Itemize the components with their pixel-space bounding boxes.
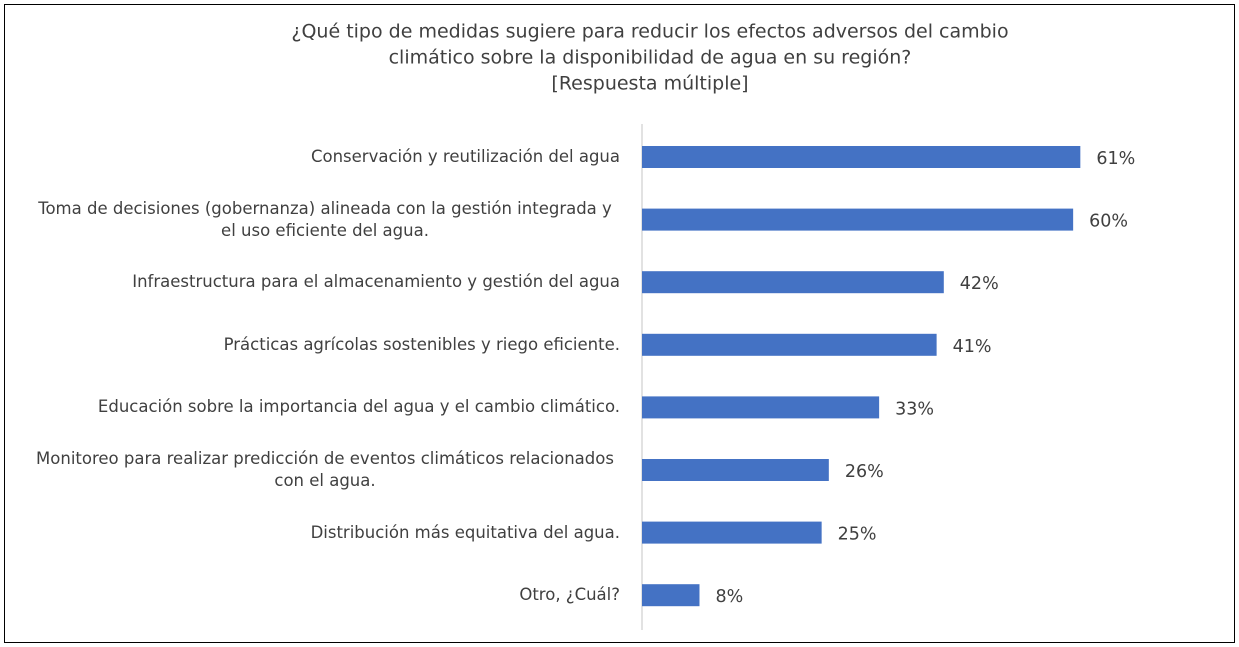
chart-title: climático sobre la disponibilidad de agu… (389, 47, 912, 69)
category-label: Educación sobre la importancia del agua … (97, 397, 620, 417)
bar (642, 521, 822, 544)
bar (642, 584, 700, 607)
category-label: Distribución más equitativa del agua. (310, 522, 620, 542)
category-label: Prácticas agrícolas sostenibles y riego … (223, 334, 620, 354)
frame (4, 4, 1235, 643)
category-label: Infraestructura para el almacenamiento y… (132, 272, 620, 292)
category-label: Otro, ¿Cuál? (519, 585, 620, 605)
chart-title: [Respuesta múltiple] (551, 73, 748, 95)
value-label: 60% (1089, 212, 1128, 232)
category-label: Toma de decisiones (gobernanza) alineada… (38, 198, 612, 240)
value-label: 8% (715, 587, 743, 607)
bar (642, 146, 1081, 168)
bar (642, 271, 944, 294)
chart-title: ¿Qué tipo de medidas sugiere para reduci… (291, 21, 1008, 43)
value-label: 42% (960, 274, 999, 294)
value-label: 25% (838, 525, 877, 545)
category-label: Monitoreo para realizar predicción de ev… (36, 449, 614, 490)
value-label: 41% (953, 337, 992, 357)
bar (642, 208, 1074, 231)
bar (642, 459, 829, 481)
value-label: 26% (845, 462, 884, 482)
category-label: Conservación y reutilización del agua (310, 147, 620, 166)
value-label: 61% (1096, 149, 1135, 169)
bar (642, 396, 880, 419)
bar (642, 333, 937, 356)
value-label: 33% (895, 399, 934, 419)
